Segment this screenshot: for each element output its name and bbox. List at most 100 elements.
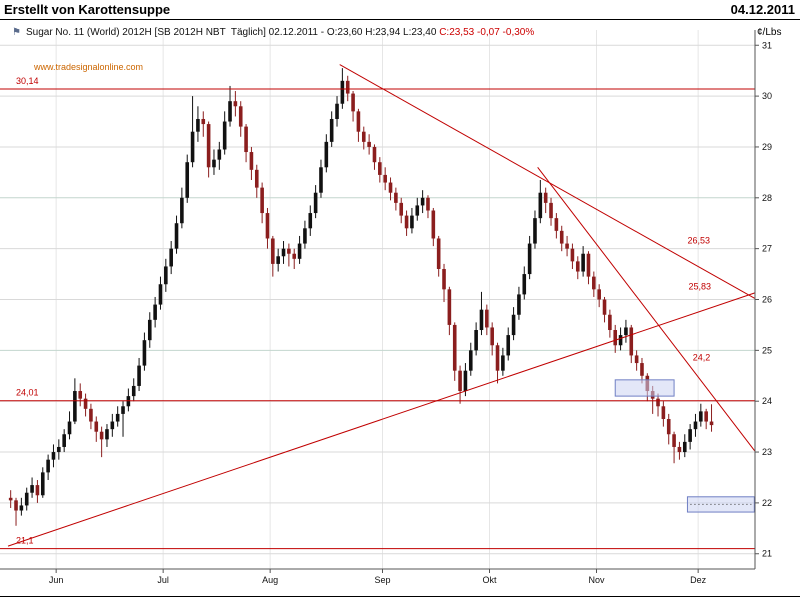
candle-body — [169, 248, 173, 267]
candle-body — [575, 261, 580, 272]
price-tick-label: 25 — [762, 345, 772, 355]
candle-body — [238, 106, 243, 127]
candle-body — [447, 289, 452, 325]
candle-body — [222, 121, 227, 150]
candle-body — [404, 215, 409, 229]
candle-body — [201, 118, 206, 125]
candlesticks — [8, 68, 714, 526]
highlight-box — [686, 496, 755, 513]
candle-body — [629, 327, 634, 356]
candle-body — [287, 248, 291, 254]
candle-body — [249, 152, 254, 170]
price-tick-label: 24 — [762, 396, 772, 406]
candle-body — [313, 192, 318, 214]
candle-body — [597, 289, 601, 300]
candle-body — [410, 215, 414, 229]
candle-body — [581, 253, 585, 272]
candle-body — [490, 327, 494, 346]
candle-body — [105, 429, 109, 440]
candle-body — [666, 418, 671, 435]
candle-body — [640, 363, 644, 376]
candle-body — [356, 111, 361, 132]
watermark-text: www.tradesignalonline.com — [34, 62, 144, 72]
candle-body — [426, 197, 430, 211]
candle-body — [89, 408, 93, 422]
candle-body — [57, 446, 61, 453]
candle-body — [324, 141, 329, 168]
page-title: Erstellt von Karottensuppe — [4, 2, 171, 17]
month-tick-label: Okt — [482, 575, 497, 585]
candle-body — [517, 294, 521, 315]
candle-body — [463, 370, 468, 392]
candle-body — [570, 248, 575, 262]
candle-body — [153, 304, 157, 320]
candle-body — [24, 492, 29, 506]
candle-body — [67, 421, 72, 435]
instrument-change: C:23,53 -0,07 -0,30% — [439, 27, 535, 38]
candle-body — [367, 141, 371, 147]
candle-body — [147, 319, 152, 341]
candle-body — [677, 446, 682, 453]
price-tick-label: 22 — [762, 498, 772, 508]
candle-body — [506, 335, 511, 356]
candle-body — [164, 266, 168, 285]
month-tick-label: Sep — [374, 575, 390, 585]
trendline-label: 25,83 — [689, 281, 712, 291]
candle-body — [565, 243, 569, 249]
month-tick-label: Jul — [157, 575, 169, 585]
candle-body — [431, 210, 436, 239]
candle-body — [511, 314, 516, 336]
price-tick-label: 27 — [762, 244, 772, 254]
candle-body — [559, 230, 564, 244]
month-tick-label: Dez — [690, 575, 707, 585]
candle-body — [592, 276, 596, 290]
candle-body — [709, 421, 714, 426]
candle-body — [340, 80, 345, 104]
candle-body — [329, 118, 334, 142]
candle-body — [158, 284, 163, 305]
month-tick-label: Jun — [49, 575, 64, 585]
candle-body — [699, 411, 703, 422]
candle-body — [533, 218, 537, 244]
highlight-box — [614, 379, 675, 397]
instrument-header: ⚑ Sugar No. 11 (World) 2012H [SB 2012H NB… — [12, 27, 534, 38]
candle-body — [254, 169, 259, 188]
price-tick-label: 29 — [762, 142, 772, 152]
candle-body — [495, 345, 500, 371]
annotation-boxes[interactable] — [614, 379, 755, 513]
candle-body — [415, 205, 420, 216]
candle-body — [383, 174, 387, 183]
candle-body — [308, 213, 313, 229]
candle-body — [73, 391, 77, 422]
hline-label: 30,14 — [16, 76, 39, 86]
trendline — [7, 292, 756, 547]
trendline — [339, 64, 756, 299]
candle-body — [682, 441, 687, 453]
candle-body — [474, 330, 478, 351]
candle-body — [35, 485, 40, 496]
candle-body — [190, 131, 195, 163]
price-tick-label: 28 — [762, 193, 772, 203]
candle-body — [174, 223, 179, 249]
trendlines[interactable]: 26,53 25,83 24,2 — [7, 64, 756, 547]
price-tick-label: 31 — [762, 40, 772, 50]
candle-body — [351, 93, 355, 112]
candle-body — [121, 406, 125, 414]
page-bottom-border — [0, 596, 800, 597]
candle-body — [634, 355, 639, 364]
candle-body — [586, 253, 591, 277]
candle-body — [206, 124, 211, 168]
axis-unit-label: ¢/Lbs — [757, 27, 782, 38]
price-tick-label: 30 — [762, 91, 772, 101]
candle-body — [442, 268, 446, 290]
trendline-label: 26,53 — [687, 236, 710, 246]
candle-body — [319, 167, 323, 193]
candle-body — [554, 218, 559, 231]
candle-body — [126, 396, 131, 407]
candle-body — [613, 330, 618, 346]
candle-body — [228, 101, 232, 122]
flag-icon: ⚑ — [12, 27, 21, 38]
candle-body — [180, 197, 184, 224]
axes: 21 22 23 24 25 26 27 28 29 30 31 Jun Jul Aug Sep Okt Nov… — [0, 30, 772, 585]
